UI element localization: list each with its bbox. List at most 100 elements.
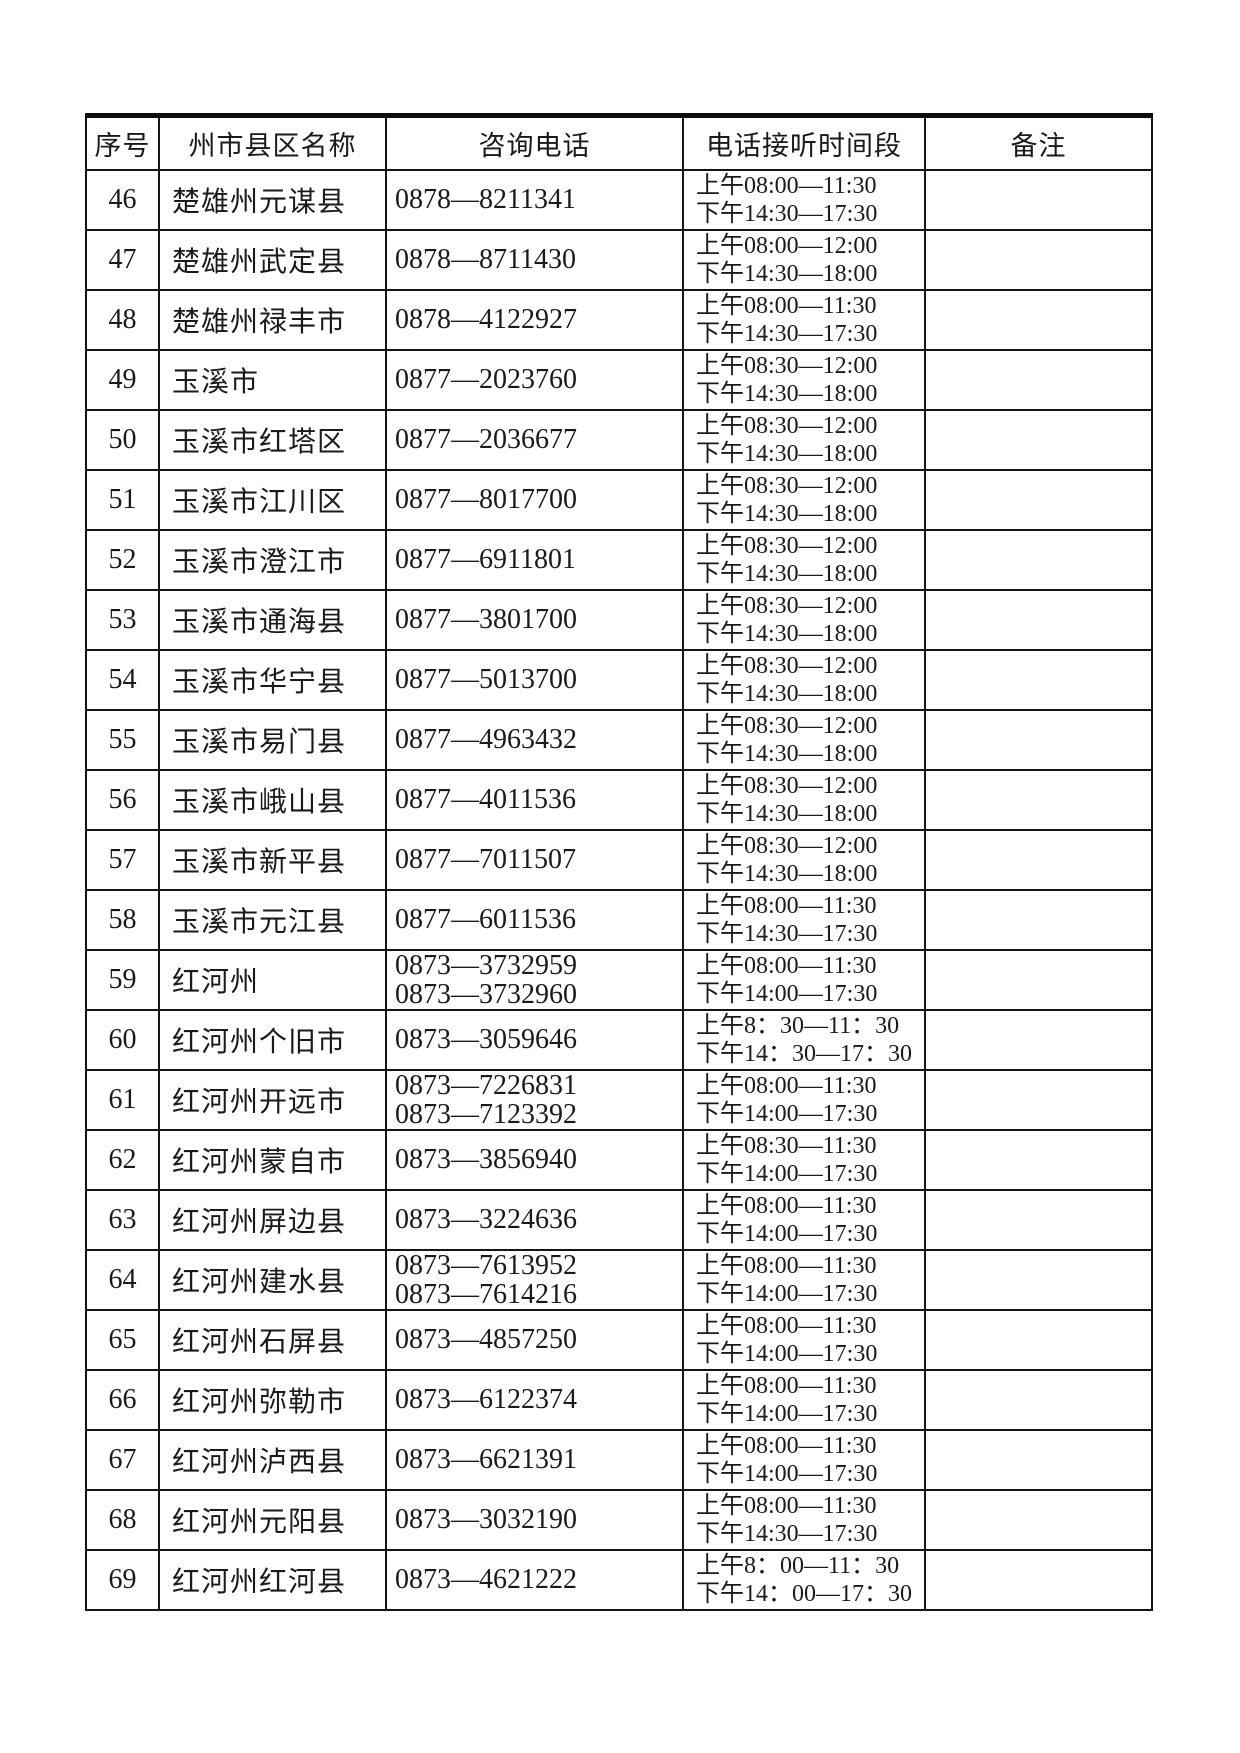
time-range: 下午14:00—17:30 (696, 1220, 878, 1247)
cell-remark (924, 1188, 1153, 1251)
cell-remark (924, 1548, 1153, 1611)
cell-region-name: 红河州个旧市 (158, 1008, 387, 1071)
table-row: 52 玉溪市澄江市 0877—6911801 上午08:30—12:00 下午14:30… (85, 528, 1153, 591)
table-row: 63 红河州屏边县 0873—3224636 上午08:00—11:30 下午14:00… (85, 1188, 1153, 1251)
phone-number: 0878—4122927 (395, 304, 577, 335)
time-range: 上午08:30—11:30 (696, 1132, 877, 1159)
time-range: 上午08:30—12:00 (696, 772, 878, 799)
cell-answer-time: 上午08:30—12:00 下午14:30—18:00 (682, 528, 926, 591)
time-range: 上午08:00—11:30 (696, 892, 877, 919)
cell-serial-number: 67 (85, 1428, 160, 1491)
cell-region-name: 玉溪市峨山县 (158, 768, 387, 831)
header-remark: 备注 (924, 114, 1153, 171)
cell-answer-time: 上午08:00—11:30 下午14:00—17:30 (682, 1248, 926, 1311)
cell-consult-phone: 0878—8211341 (385, 168, 684, 231)
time-range: 上午08:30—12:00 (696, 352, 878, 379)
phone-number: 0873—7123392 (395, 1098, 577, 1130)
phone-number: 0873—6122374 (395, 1384, 577, 1415)
cell-remark (924, 228, 1153, 291)
cell-remark (924, 168, 1153, 231)
phone-number: 0877—2023760 (395, 364, 577, 395)
cell-answer-time: 上午08:30—12:00 下午14:30—18:00 (682, 408, 926, 471)
cell-region-name: 楚雄州元谋县 (158, 168, 387, 231)
time-range: 下午14:30—18:00 (696, 260, 878, 287)
cell-region-name: 玉溪市新平县 (158, 828, 387, 891)
time-range: 下午14:00—17:30 (696, 980, 878, 1007)
table-row: 57 玉溪市新平县 0877—7011507 上午08:30—12:00 下午14:30… (85, 828, 1153, 891)
cell-serial-number: 54 (85, 648, 160, 711)
cell-answer-time: 上午08:30—12:00 下午14:30—18:00 (682, 648, 926, 711)
cell-serial-number: 68 (85, 1488, 160, 1551)
time-range: 下午14：00—17：30 (696, 1580, 912, 1607)
cell-consult-phone: 0877—6011536 (385, 888, 684, 951)
phone-number: 0873—4621222 (395, 1564, 577, 1595)
cell-serial-number: 50 (85, 408, 160, 471)
table-row: 54 玉溪市华宁县 0877—5013700 上午08:30—12:00 下午14:30… (85, 648, 1153, 711)
cell-region-name: 红河州元阳县 (158, 1488, 387, 1551)
time-range: 下午14:30—17:30 (696, 920, 878, 947)
cell-answer-time: 上午08:00—11:30 下午14:00—17:30 (682, 948, 926, 1011)
time-range: 上午08:00—11:30 (696, 1432, 877, 1459)
cell-answer-time: 上午08:00—11:30 下午14:30—17:30 (682, 288, 926, 351)
time-range: 下午14:00—17:30 (696, 1400, 878, 1427)
time-range: 上午08:30—12:00 (696, 472, 878, 499)
cell-remark (924, 828, 1153, 891)
table-row: 51 玉溪市江川区 0877—8017700 上午08:30—12:00 下午14:30… (85, 468, 1153, 531)
cell-remark (924, 1488, 1153, 1551)
header-serial-number: 序号 (85, 114, 160, 171)
time-range: 下午14:30—18:00 (696, 380, 878, 407)
cell-serial-number: 64 (85, 1248, 160, 1311)
cell-region-name: 玉溪市江川区 (158, 468, 387, 531)
table-row: 58 玉溪市元江县 0877—6011536 上午08:00—11:30 下午14:30… (85, 888, 1153, 951)
cell-serial-number: 69 (85, 1548, 160, 1611)
cell-consult-phone: 0877—4963432 (385, 708, 684, 771)
cell-answer-time: 上午08:00—12:00 下午14:30—18:00 (682, 228, 926, 291)
cell-region-name: 红河州开远市 (158, 1068, 387, 1131)
cell-serial-number: 55 (85, 708, 160, 771)
cell-remark (924, 288, 1153, 351)
cell-consult-phone: 0873—7226831 0873—7123392 (385, 1068, 684, 1131)
cell-serial-number: 58 (85, 888, 160, 951)
cell-serial-number: 57 (85, 828, 160, 891)
time-range: 上午8：30—11：30 (696, 1012, 900, 1039)
cell-region-name: 玉溪市澄江市 (158, 528, 387, 591)
header-region-name: 州市县区名称 (158, 114, 387, 171)
cell-answer-time: 上午08:00—11:30 下午14:30—17:30 (682, 888, 926, 951)
cell-remark (924, 948, 1153, 1011)
cell-answer-time: 上午08:30—12:00 下午14:30—18:00 (682, 468, 926, 531)
cell-answer-time: 上午8：30—11：30 下午14：30—17：30 (682, 1008, 926, 1071)
cell-remark (924, 1008, 1153, 1071)
cell-serial-number: 46 (85, 168, 160, 231)
cell-region-name: 红河州石屏县 (158, 1308, 387, 1371)
time-range: 下午14:30—18:00 (696, 680, 878, 707)
cell-consult-phone: 0873—7613952 0873—7614216 (385, 1248, 684, 1311)
cell-answer-time: 上午08:30—12:00 下午14:30—18:00 (682, 768, 926, 831)
time-range: 下午14:00—17:30 (696, 1160, 878, 1187)
time-range: 上午08:30—12:00 (696, 592, 878, 619)
cell-serial-number: 56 (85, 768, 160, 831)
time-range: 上午08:00—11:30 (696, 1192, 877, 1219)
time-range: 下午14:00—17:30 (696, 1280, 878, 1307)
cell-consult-phone: 0873—3732959 0873—3732960 (385, 948, 684, 1011)
table-header-row: 序号 州市县区名称 咨询电话 电话接听时间段 备注 (85, 114, 1153, 171)
cell-serial-number: 63 (85, 1188, 160, 1251)
time-range: 下午14:30—18:00 (696, 440, 878, 467)
phone-number: 0877—2036677 (395, 424, 577, 455)
cell-consult-phone: 0873—3059646 (385, 1008, 684, 1071)
cell-serial-number: 52 (85, 528, 160, 591)
cell-region-name: 红河州 (158, 948, 387, 1011)
phone-number: 0873—3059646 (395, 1024, 577, 1055)
cell-consult-phone: 0877—2036677 (385, 408, 684, 471)
cell-consult-phone: 0873—4621222 (385, 1548, 684, 1611)
phone-number: 0873—7613952 (395, 1249, 577, 1281)
table-row: 56 玉溪市峨山县 0877—4011536 上午08:30—12:00 下午14:30… (85, 768, 1153, 831)
time-range: 上午08:00—11:30 (696, 952, 877, 979)
phone-number: 0877—7011507 (395, 844, 576, 875)
time-range: 下午14:30—18:00 (696, 860, 878, 887)
time-range: 下午14:30—17:30 (696, 320, 878, 347)
header-consult-phone: 咨询电话 (385, 114, 684, 171)
cell-remark (924, 648, 1153, 711)
cell-answer-time: 上午08:30—12:00 下午14:30—18:00 (682, 708, 926, 771)
time-range: 下午14:00—17:30 (696, 1340, 878, 1367)
